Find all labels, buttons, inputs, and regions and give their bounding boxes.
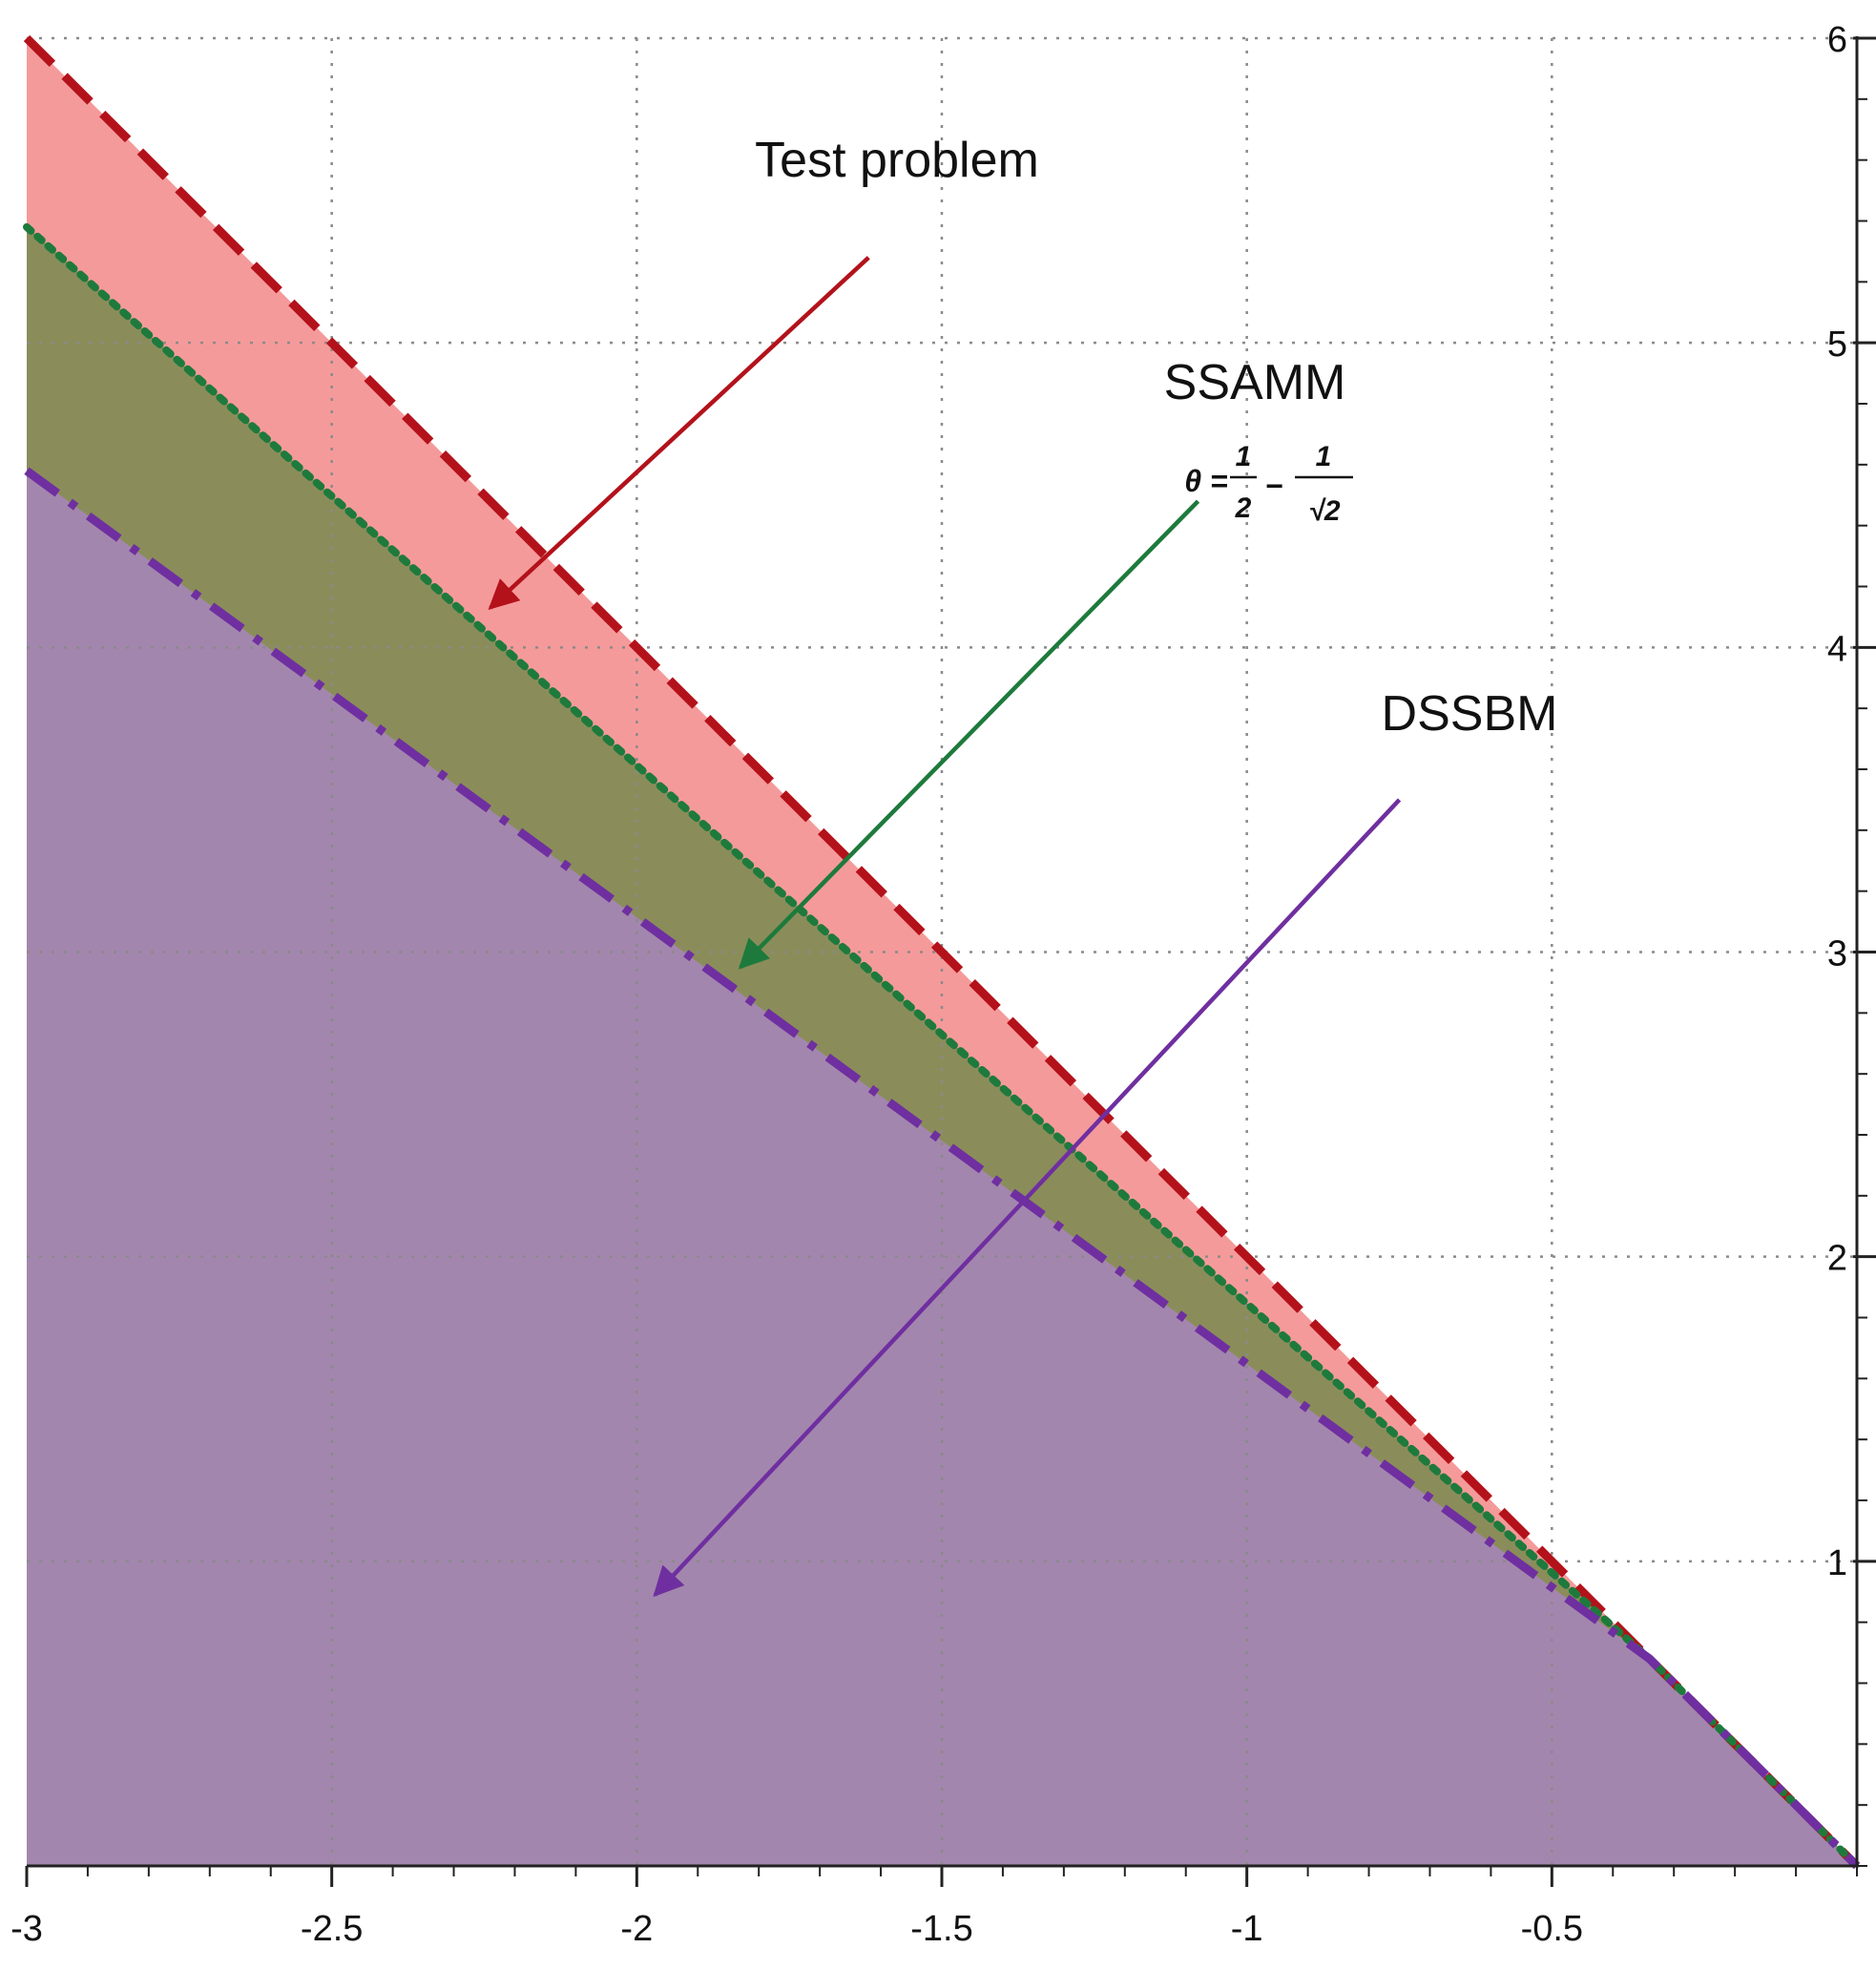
x-tick-label: -1	[1231, 1909, 1263, 1949]
dssbm-arrow	[653, 798, 1402, 1598]
test-line	[23, 34, 1861, 1870]
series-lines	[23, 34, 1861, 1870]
x-tick-label: -2.5	[301, 1909, 363, 1949]
formula-minus: −	[1265, 469, 1283, 503]
formula-lhs: θ =	[1184, 464, 1227, 498]
x-tick-label: -2	[620, 1909, 653, 1949]
y-tick-label: 4	[1827, 629, 1847, 669]
y-tick-label: 2	[1827, 1239, 1847, 1279]
formula-den2: √2	[1308, 495, 1340, 527]
ssamm-label: SSAMM	[1164, 355, 1346, 410]
ssamm-theta-formula: θ =12−1√2	[1184, 441, 1353, 527]
dssbm-line	[24, 467, 1861, 1870]
axes: -3 -2.5 -2 -1.5 -1 -0.5 1 2 3 4 5 6	[10, 20, 1876, 1949]
test-annotation: Test problem	[488, 133, 1039, 610]
y-tick-label: 1	[1827, 1543, 1847, 1583]
ssamm-arrow	[738, 499, 1200, 970]
dssbm-annotation: DSSBM	[653, 686, 1558, 1598]
y-tick-label: 3	[1827, 934, 1847, 974]
x-tick-label: -1.5	[910, 1909, 972, 1949]
y-tick-label: 5	[1827, 325, 1847, 365]
formula-num1: 1	[1236, 441, 1252, 472]
test-arrow	[488, 256, 870, 610]
dssbm-label: DSSBM	[1382, 686, 1558, 742]
formula-num2: 1	[1316, 441, 1332, 472]
x-tick-label: -0.5	[1521, 1909, 1583, 1949]
test-label: Test problem	[755, 133, 1039, 188]
y-tick-label: 6	[1827, 20, 1847, 60]
x-tick-label: -3	[10, 1909, 43, 1949]
formula-den1: 2	[1235, 492, 1252, 524]
